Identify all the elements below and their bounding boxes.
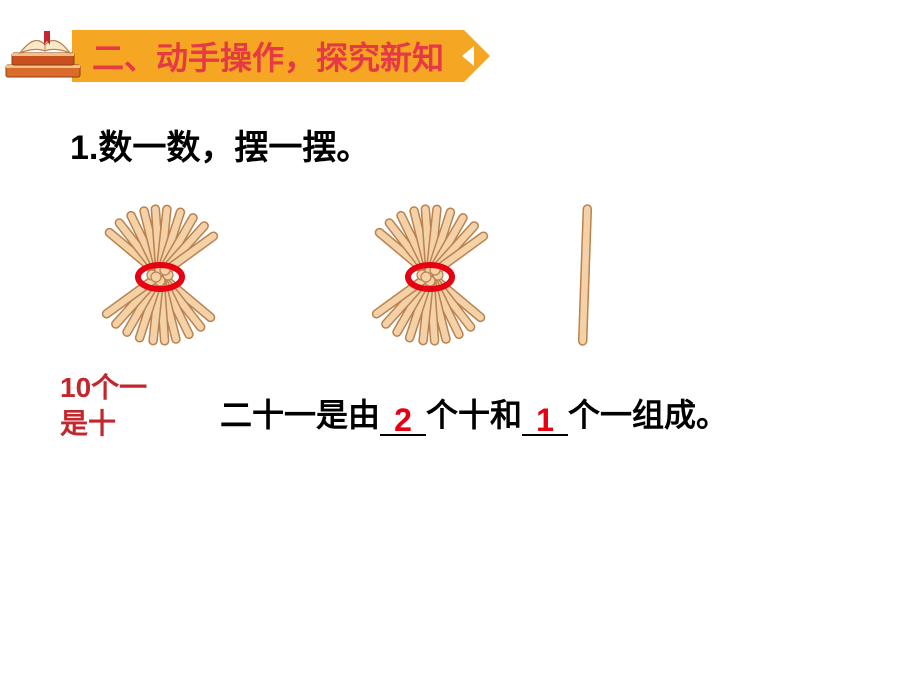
section-title: 二、动手操作，探究新知 <box>72 30 464 82</box>
question-text: 数一数，摆一摆。 <box>98 129 370 167</box>
section-header: 二、动手操作，探究新知 <box>0 28 464 84</box>
caption-line2: 是十 <box>60 406 147 442</box>
sentence-mid1: 个十和 <box>426 397 522 433</box>
caption-ten-ones: 10个一 是十 <box>60 370 147 443</box>
question-number: 1. <box>70 129 98 167</box>
blank-ones: 1 <box>522 402 568 436</box>
books-icon <box>0 25 90 85</box>
answer-tens: 2 <box>394 402 412 438</box>
caption-line1: 10个一 <box>60 370 147 406</box>
sentence-prefix: 二十一是由 <box>220 397 380 433</box>
section-title-text: 二、动手操作，探究新知 <box>92 33 444 79</box>
question-line: 1.数一数，摆一摆。 <box>70 120 370 169</box>
blank-tens: 2 <box>380 402 426 436</box>
answer-ones: 1 <box>536 402 554 438</box>
sticks-illustration <box>30 180 890 360</box>
fill-sentence: 二十一是由 2 个十和 1 个一组成。 <box>220 390 728 436</box>
sentence-mid2: 个一组成。 <box>568 397 728 433</box>
